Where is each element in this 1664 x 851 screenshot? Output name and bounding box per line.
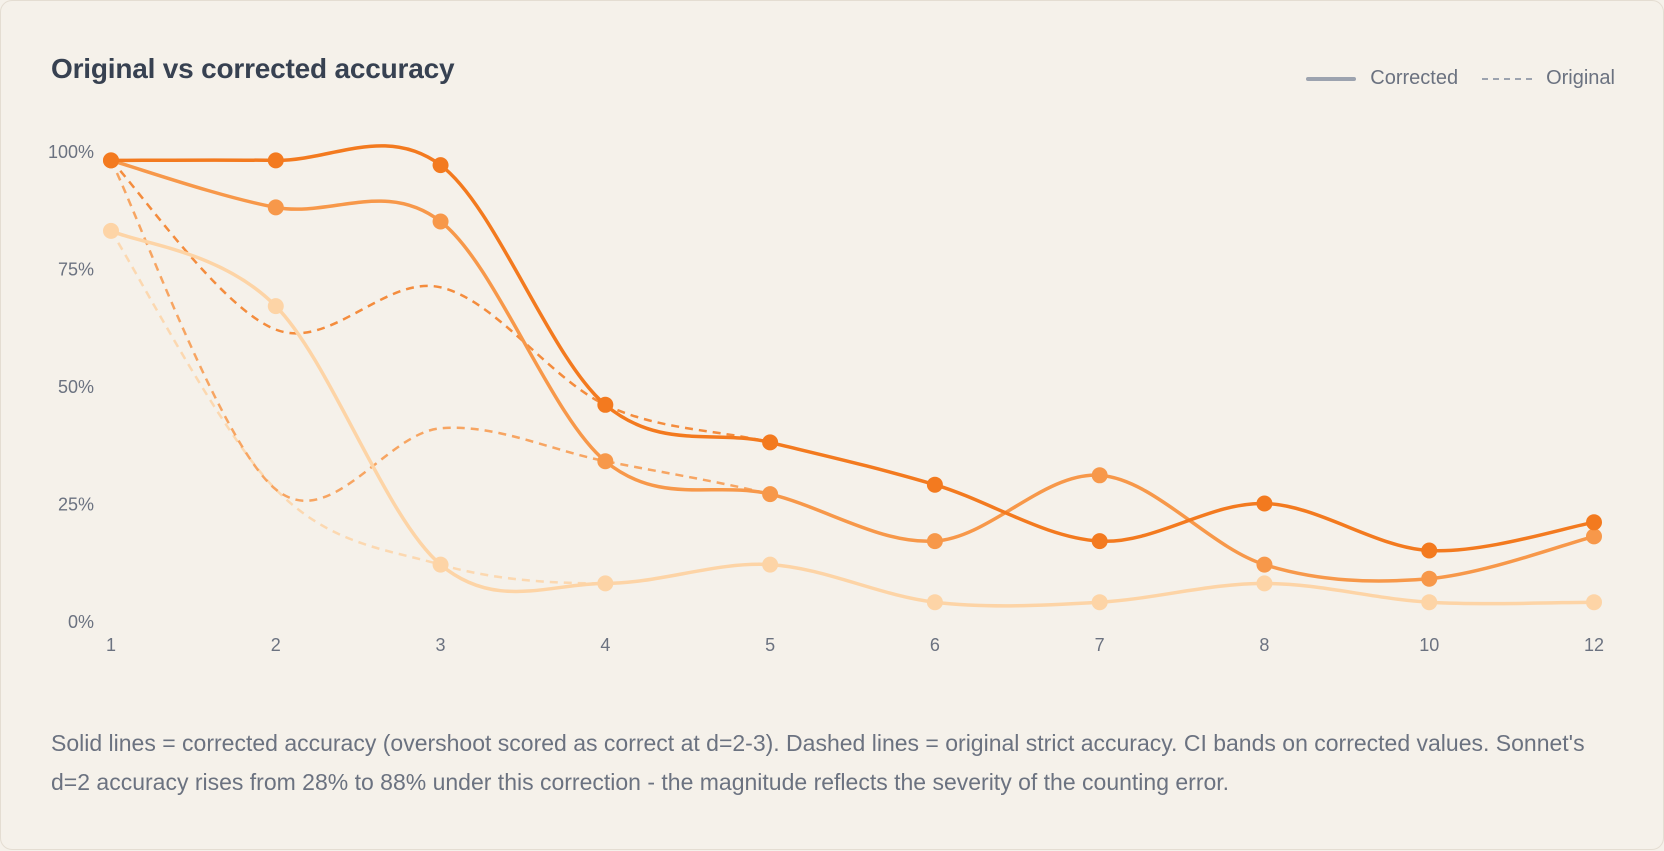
corrected-line-light — [109, 229, 1596, 608]
chart-title: Original vs corrected accuracy — [51, 53, 455, 84]
data-point-medium — [1091, 467, 1108, 484]
data-point-light — [432, 556, 449, 573]
x-tick-label: 8 — [1259, 635, 1269, 655]
chart-caption: Solid lines = corrected accuracy (oversh… — [51, 730, 1585, 795]
x-tick-label: 4 — [600, 635, 610, 655]
legend-item-original: Original — [1482, 67, 1615, 90]
data-point-light — [1256, 575, 1273, 592]
data-point-medium — [597, 453, 614, 470]
legend-solid-line-icon — [1306, 76, 1357, 81]
data-point-light — [1421, 594, 1438, 611]
data-point-dark — [1256, 495, 1273, 512]
data-point-dark — [597, 396, 614, 413]
original-line-medium — [109, 159, 1595, 583]
y-tick-label: 0% — [68, 612, 94, 632]
data-point-light — [926, 594, 943, 611]
data-point-medium — [1421, 570, 1438, 587]
x-tick-label: 1 — [106, 635, 116, 655]
data-point-light — [1091, 594, 1108, 611]
data-point-medium — [1256, 556, 1273, 573]
x-tick-label: 12 — [1584, 635, 1604, 655]
legend-dashed-line-icon — [1482, 77, 1533, 80]
y-tick-label: 75% — [58, 260, 94, 280]
data-point-dark — [926, 476, 943, 493]
original-line-dark — [110, 159, 1595, 552]
data-point-dark — [103, 152, 119, 169]
x-tick-label: 6 — [930, 635, 940, 655]
data-point-light — [762, 556, 779, 573]
corrected-line-medium — [109, 158, 1596, 583]
x-tick-label: 7 — [1095, 635, 1105, 655]
data-point-dark — [762, 434, 779, 451]
x-tick-label: 2 — [271, 635, 281, 655]
y-tick-label: 25% — [58, 495, 94, 515]
data-point-medium — [762, 486, 779, 503]
data-point-dark — [1586, 514, 1602, 531]
data-point-dark — [1091, 533, 1108, 550]
chart-legend: Corrected Original — [1306, 67, 1615, 90]
data-point-light — [267, 298, 284, 315]
legend-item-corrected: Corrected — [1306, 67, 1458, 90]
data-point-medium — [926, 533, 943, 550]
data-point-dark — [1421, 542, 1438, 559]
x-tick-label: 3 — [436, 635, 446, 655]
x-tick-label: 5 — [765, 635, 775, 655]
y-tick-label: 100% — [48, 142, 94, 162]
data-point-dark — [432, 157, 449, 174]
data-point-dark — [267, 152, 284, 169]
data-point-light — [1586, 594, 1602, 611]
data-point-medium — [267, 199, 284, 216]
legend-label-corrected: Corrected — [1370, 67, 1459, 89]
x-tick-label: 10 — [1419, 635, 1439, 655]
data-point-medium — [432, 213, 449, 230]
data-point-light — [103, 222, 119, 239]
y-tick-label: 50% — [58, 377, 94, 397]
legend-label-original: Original — [1546, 67, 1615, 89]
corrected-line-dark — [109, 144, 1596, 553]
data-point-light — [597, 575, 614, 592]
original-line-light — [109, 230, 1595, 608]
data-point-medium — [1586, 528, 1602, 545]
